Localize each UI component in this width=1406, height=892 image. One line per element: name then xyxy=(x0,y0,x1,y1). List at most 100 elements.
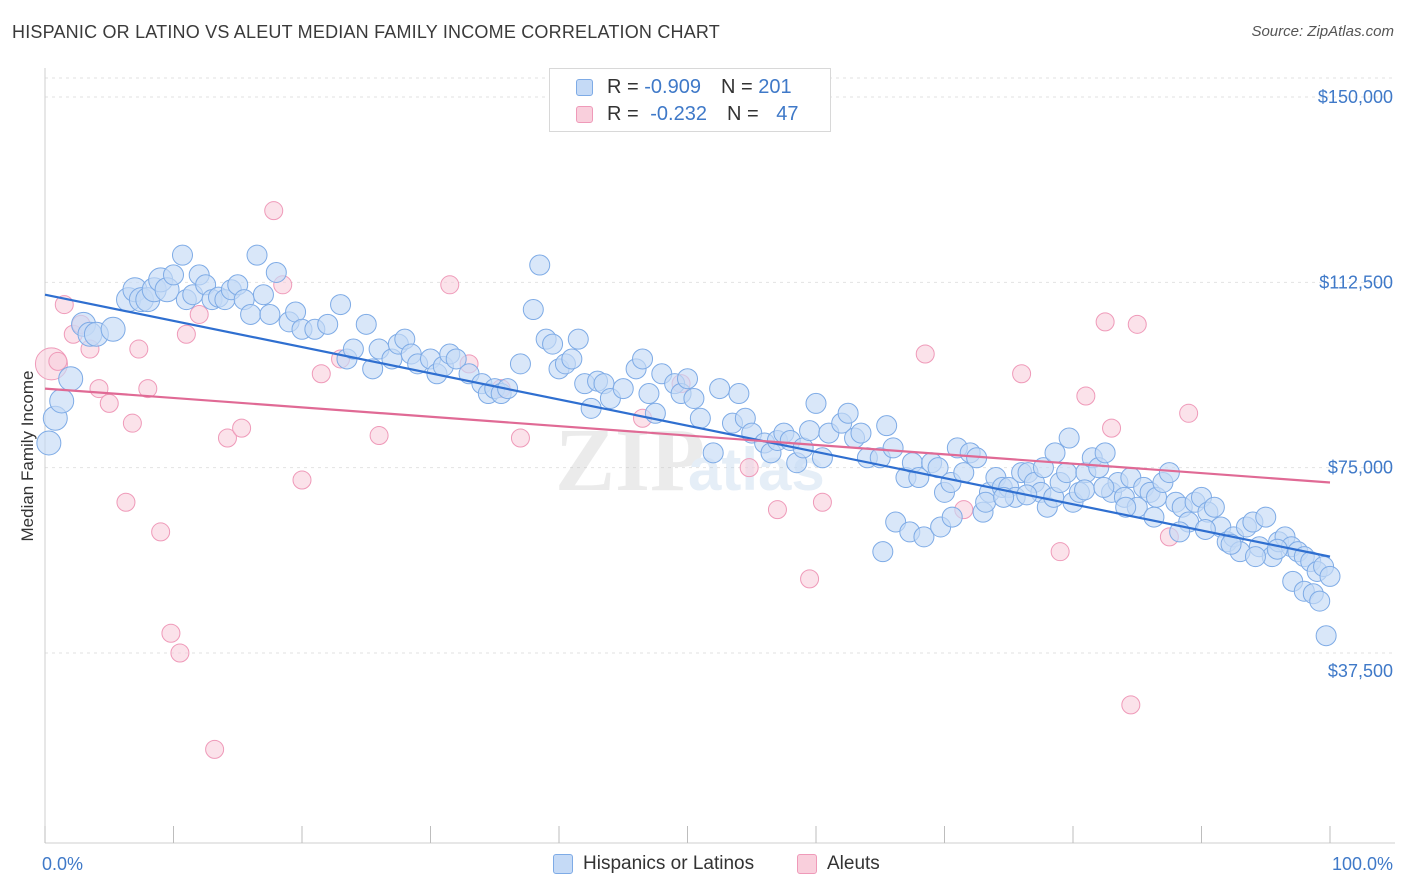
series-hispanics-points xyxy=(36,244,1341,647)
hispanic-point xyxy=(993,486,1015,508)
y-axis-label: Median Family Income xyxy=(18,370,37,541)
aleut-point xyxy=(510,428,530,448)
aleut-point xyxy=(311,364,331,384)
hispanic-point xyxy=(561,348,583,370)
hispanic-point xyxy=(252,284,274,306)
hispanic-point xyxy=(49,388,75,414)
hispanic-point xyxy=(702,442,724,464)
hispanic-point xyxy=(240,303,262,325)
hispanic-point xyxy=(975,491,997,513)
hispanic-point xyxy=(612,378,634,400)
aleut-point xyxy=(915,344,935,364)
bottom-legend-label-aleuts: Aleuts xyxy=(827,853,880,874)
trend-lines xyxy=(44,293,1331,558)
hispanic-point xyxy=(265,261,287,283)
aleut-point xyxy=(739,458,759,478)
aleut-point xyxy=(122,413,142,433)
hispanic-point xyxy=(1115,496,1137,518)
aleut-point xyxy=(129,339,149,359)
aleut-point xyxy=(205,739,225,759)
hispanic-point xyxy=(1266,538,1288,560)
hispanic-point xyxy=(941,506,963,528)
hispanic-point xyxy=(445,348,467,370)
aleut-point xyxy=(189,304,209,324)
aleut-point xyxy=(170,643,190,663)
bottom-legend-hispanics: Hispanics or Latinos xyxy=(553,852,754,876)
x-tick-label: 0.0% xyxy=(42,854,83,874)
hispanic-point xyxy=(1058,427,1080,449)
aleut-point xyxy=(1179,403,1199,423)
hispanic-point xyxy=(246,244,268,266)
aleut-point xyxy=(1050,542,1070,562)
hispanic-point xyxy=(1074,479,1096,501)
legend-row-aleuts: R = -0.232 N = 47 xyxy=(576,102,798,126)
aleut-point xyxy=(1012,364,1032,384)
hispanic-point xyxy=(509,353,531,375)
bottom-legend-label-hispanics: Hispanics or Latinos xyxy=(583,853,755,874)
tick-labels: $150,000 $112,500 $75,000 $37,500 0.0% 100.0% xyxy=(42,87,1393,874)
hispanic-point xyxy=(876,415,898,437)
hispanic-point xyxy=(36,430,62,456)
hispanic-point xyxy=(799,420,821,442)
legend-row-hispanics: R = -0.909 N = 201 xyxy=(576,75,792,99)
aleut-point xyxy=(440,275,460,295)
correlation-legend: R = -0.909 N = 201 R = -0.232 N = 47 xyxy=(549,68,831,132)
hispanic-point xyxy=(913,526,935,548)
hispanic-point xyxy=(728,383,750,405)
hispanic-point xyxy=(709,378,731,400)
aleut-point xyxy=(1076,386,1096,406)
aleut-point xyxy=(1127,314,1147,334)
hispanic-trend-line xyxy=(44,293,1331,558)
hispanic-point xyxy=(1244,546,1266,568)
hispanic-point xyxy=(638,383,660,405)
aleut-point xyxy=(116,492,136,512)
hispanic-point xyxy=(1158,462,1180,484)
aleut-point xyxy=(99,393,119,413)
hispanic-point xyxy=(529,254,551,276)
legend-swatch-aleuts xyxy=(576,105,593,123)
aleut-trend-line xyxy=(44,387,1331,484)
aleut-point xyxy=(232,418,252,438)
legend-r-label: R = xyxy=(607,102,645,125)
hispanic-point xyxy=(632,348,654,370)
hispanic-point xyxy=(1056,462,1078,484)
hispanic-point xyxy=(362,358,384,380)
hispanic-point xyxy=(805,392,827,414)
hispanic-point xyxy=(259,303,281,325)
aleut-point xyxy=(767,500,787,520)
hispanic-point xyxy=(1143,506,1165,528)
y-tick-label: $75,000 xyxy=(1328,458,1393,478)
hispanic-point xyxy=(683,387,705,409)
aleut-point xyxy=(151,522,171,542)
y-tick-label: $112,500 xyxy=(1319,272,1393,292)
hispanic-point xyxy=(58,366,84,392)
legend-r-label: R = xyxy=(607,75,645,98)
aleut-point xyxy=(48,351,68,371)
watermark-zip: ZIP xyxy=(555,411,705,510)
aleut-point xyxy=(1121,695,1141,715)
y-tick-label: $37,500 xyxy=(1328,661,1393,681)
aleut-point xyxy=(369,426,389,446)
aleut-point xyxy=(217,428,237,448)
hispanic-point xyxy=(163,264,184,286)
legend-n-value: 201 xyxy=(758,75,792,98)
bottom-legend-swatch-aleuts xyxy=(797,854,817,874)
aleut-point xyxy=(264,201,284,221)
bottom-legend-swatch-hispanics xyxy=(553,854,573,874)
legend-n-value: 47 xyxy=(776,102,799,125)
hispanic-point xyxy=(355,313,377,335)
source-note: Source: ZipAtlas.com xyxy=(1251,23,1394,40)
hispanic-point xyxy=(1255,506,1277,528)
hispanic-point xyxy=(850,422,872,444)
hispanic-point xyxy=(342,338,364,360)
hispanic-point xyxy=(689,407,711,429)
hispanic-point xyxy=(677,368,698,390)
legend-n-label: N = xyxy=(720,75,759,98)
x-tick-label: 100.0% xyxy=(1332,854,1393,874)
legend-n-label: N = xyxy=(726,102,765,125)
aleut-point xyxy=(800,569,820,589)
hispanic-point xyxy=(171,244,193,266)
hispanic-point xyxy=(522,299,544,321)
hispanic-point xyxy=(330,294,352,316)
aleut-point xyxy=(1095,312,1115,332)
